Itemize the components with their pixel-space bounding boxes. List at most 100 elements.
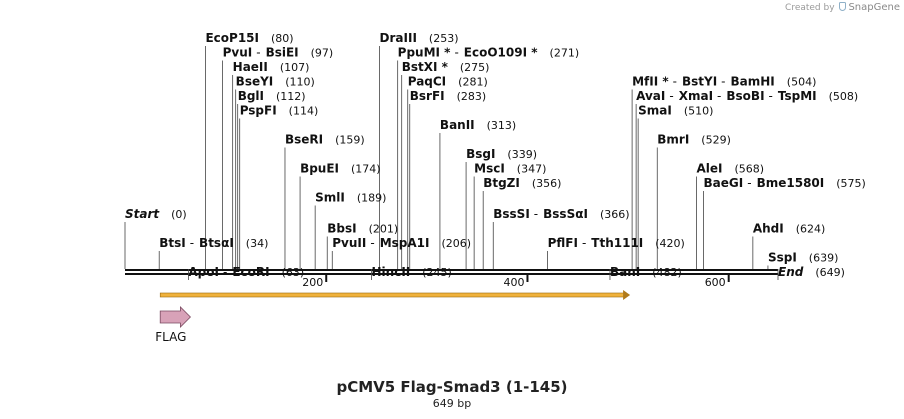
- enzyme-name: Bme1580I: [757, 176, 825, 190]
- restriction-site[interactable]: BsrFI (283): [409, 89, 486, 269]
- site-position: (110): [285, 76, 315, 89]
- restriction-site[interactable]: PaqCI (281): [407, 75, 488, 270]
- ruler-tick-label: 200: [302, 276, 323, 289]
- restriction-site[interactable]: PspFI (114): [239, 104, 319, 270]
- site-position: (174): [351, 163, 381, 176]
- enzyme-name: EcoP15I: [205, 31, 259, 45]
- restriction-site[interactable]: SmaI (510): [637, 104, 713, 270]
- enzyme-name: PvuII: [332, 236, 366, 250]
- map-subtitle: 649 bp: [432, 397, 472, 410]
- restriction-site[interactable]: HaeII (107): [232, 60, 310, 269]
- site-position: (482): [652, 266, 682, 279]
- site-position: (0): [171, 208, 187, 221]
- site-position: (201): [369, 223, 399, 236]
- enzyme-name: BglI: [238, 89, 264, 103]
- site-position: (159): [335, 134, 365, 147]
- enzyme-name: BstYI: [682, 75, 717, 89]
- enzyme-name: BpuEI: [300, 162, 339, 176]
- restriction-site[interactable]: SmlI (189): [314, 191, 386, 270]
- enzyme-name: HaeII: [233, 60, 268, 74]
- restriction-site[interactable]: MscI (347): [473, 162, 546, 270]
- restriction-site[interactable]: ApoI - EcoRI (63): [187, 265, 305, 280]
- restriction-site[interactable]: BanII (313): [439, 118, 517, 269]
- restriction-site[interactable]: AleI (568): [696, 162, 765, 270]
- restriction-site[interactable]: BanI (482): [609, 265, 682, 280]
- name-separator: -: [673, 75, 677, 89]
- restriction-site[interactable]: PvuII - MspA1I (206): [331, 236, 471, 269]
- restriction-site[interactable]: BssSI - BssSαI (366): [492, 207, 630, 269]
- enzyme-name: BtsαI: [199, 236, 234, 250]
- restriction-site[interactable]: PflFI - Tth111I (420): [547, 236, 685, 269]
- enzyme-name: BssSαI: [543, 207, 588, 221]
- enzyme-name: BtgZI: [483, 176, 520, 190]
- site-position: (63): [282, 266, 305, 279]
- site-position: (206): [441, 237, 471, 250]
- enzyme-name: BbsI: [327, 222, 356, 236]
- name-separator: -: [223, 265, 227, 279]
- restriction-site[interactable]: BtgZI (356): [482, 176, 562, 269]
- enzyme-name: PvuI: [223, 46, 253, 60]
- restriction-site[interactable]: BmrI (529): [656, 133, 731, 270]
- restriction-site[interactable]: DraIII (253): [379, 31, 459, 269]
- restriction-site[interactable]: BbsI (201): [326, 222, 399, 270]
- enzyme-name: BseRI: [285, 133, 323, 147]
- restriction-site[interactable]: BaeGI - Bme1580I (575): [703, 176, 866, 269]
- orf-bar[interactable]: [159, 292, 625, 298]
- restriction-site[interactable]: HincII (245): [371, 265, 452, 280]
- site-position: (313): [487, 119, 517, 132]
- site-position: (253): [429, 32, 459, 45]
- site-position: (575): [836, 177, 866, 190]
- enzyme-name: AleI: [697, 162, 723, 176]
- site-position: (420): [655, 237, 685, 250]
- flag-arrow-shape: [159, 306, 191, 328]
- enzyme-name: ApoI: [188, 265, 219, 279]
- name-separator: -: [190, 236, 194, 250]
- restriction-site[interactable]: BtsI - BtsαI (34): [158, 236, 268, 269]
- enzyme-name: XmaI: [679, 89, 713, 103]
- site-position: (112): [276, 90, 306, 103]
- site-position: (245): [422, 266, 452, 279]
- site-position: (508): [829, 90, 859, 103]
- restriction-site[interactable]: PvuI - BsiEI (97): [222, 46, 334, 270]
- restriction-site[interactable]: BglI (112): [237, 89, 306, 269]
- enzyme-name: BsoBI: [726, 89, 764, 103]
- restriction-site[interactable]: MfII * - BstYI - BamHI (504): [631, 75, 816, 270]
- site-position: (107): [280, 61, 310, 74]
- site-position: (529): [701, 134, 731, 147]
- site-position: (356): [532, 177, 562, 190]
- enzyme-name: HincII: [372, 265, 411, 279]
- enzyme-name: DraIII: [380, 31, 417, 45]
- feature-flag[interactable]: FLAG: [155, 306, 191, 344]
- enzyme-name: SmaI: [638, 104, 672, 118]
- restriction-site[interactable]: PpuMI * - EcoO109I * (271): [397, 46, 580, 270]
- restriction-site[interactable]: SspI (639): [767, 251, 839, 270]
- restriction-site[interactable]: BstXI * (275): [401, 60, 490, 269]
- name-separator: -: [582, 236, 586, 250]
- restriction-site[interactable]: AvaI - XmaI - BsoBI - TspMI (508): [635, 89, 859, 269]
- restriction-site[interactable]: EcoP15I (80): [205, 31, 294, 269]
- restriction-site[interactable]: AhdI (624): [752, 222, 825, 270]
- site-position: (639): [809, 252, 839, 265]
- site-position: (568): [735, 163, 765, 176]
- name-separator: -: [669, 89, 673, 103]
- enzyme-name: BsrFI: [410, 89, 445, 103]
- enzyme-name: End: [778, 265, 804, 279]
- site-position: (339): [507, 148, 537, 161]
- name-separator: -: [717, 89, 721, 103]
- site-position: (271): [550, 47, 580, 60]
- credit-brand: SnapGene: [848, 2, 900, 13]
- restriction-site[interactable]: BseRI (159): [284, 133, 365, 270]
- enzyme-name: TspMI: [778, 89, 817, 103]
- restriction-site[interactable]: Start (0): [124, 207, 187, 269]
- enzyme-name: PpuMI *: [398, 46, 452, 60]
- ruler-tick-label: 600: [705, 276, 726, 289]
- enzyme-name: EcoRI: [232, 265, 269, 279]
- site-position: (366): [600, 208, 630, 221]
- restriction-site[interactable]: BpuEI (174): [299, 162, 381, 270]
- site-position: (649): [815, 266, 845, 279]
- snapgene-logo-icon: [839, 2, 847, 11]
- restriction-site[interactable]: End (649): [777, 265, 845, 280]
- restriction-site[interactable]: BseYI (110): [235, 75, 315, 270]
- restriction-site[interactable]: BsgI (339): [465, 147, 537, 269]
- snapgene-credit: Created by SnapGene: [785, 2, 900, 13]
